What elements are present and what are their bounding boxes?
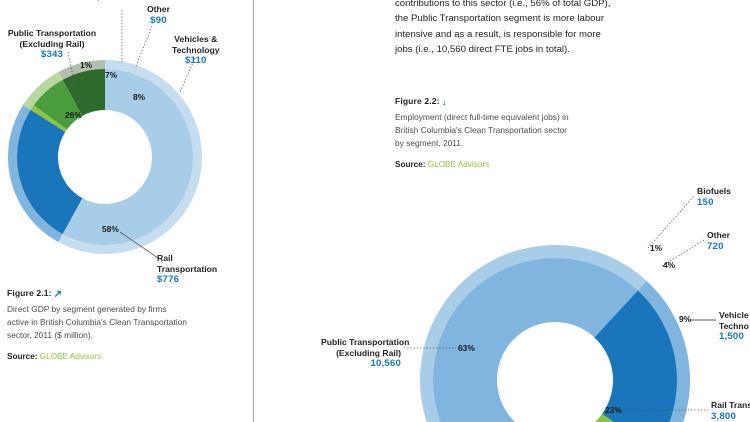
donut-slice	[594, 413, 614, 422]
callout-left-rail-label: Rail Transportation	[157, 253, 218, 274]
figure-2-1-caption: Figure 2.1: ↗ Direct GDP by segment gener…	[7, 288, 189, 362]
pct-left-biofuels: 1%	[80, 60, 93, 70]
callout-left-public-transportation: Public Transportation (Excluding Rail) $3…	[4, 28, 100, 61]
donut-halo-slice	[7, 105, 63, 243]
donut-slice	[433, 258, 638, 422]
figure-2-2-donut-chart	[420, 245, 691, 422]
figure-2-2-source: Source: GLOBE Advisors	[395, 159, 577, 170]
donut-slice	[30, 105, 67, 132]
callout-right-rail-label: Rail Transp	[711, 400, 750, 410]
callout-right-other: Other 720	[707, 230, 730, 252]
pct-left-vehicles: 8%	[133, 92, 146, 102]
callout-right-public-transportation: Public Transportation (Excluding Rail) 10…	[321, 337, 409, 370]
pct-right-biofuels: 1%	[650, 243, 663, 253]
figure-2-1-heading: Figure 2.1: ↗	[7, 288, 189, 300]
figure-2-2-description: Employment (direct full-time equivalent …	[395, 112, 569, 149]
callout-right-other-value: 720	[707, 240, 724, 252]
column-divider	[253, 0, 254, 422]
callout-left-other-value: $90	[150, 14, 167, 26]
figure-2-1-source-label: Source:	[7, 351, 38, 361]
body-paragraph: contributions to this sector (i.e., 56% …	[395, 0, 611, 56]
callout-right-biofuels-value: 150	[697, 196, 714, 208]
donut-right-group	[420, 245, 691, 422]
arrow-up-right-icon: ↗	[53, 289, 63, 300]
figure-2-1-source-value: GLOBE Advisors	[39, 351, 102, 361]
figure-2-2-source-label: Source:	[395, 159, 426, 169]
donut-slice	[594, 290, 677, 422]
pct-right-vehicles: 9%	[679, 314, 692, 324]
figure-2-2-source-value: GLOBE Advisors	[427, 159, 490, 169]
figure-2-1-description: Direct GDP by segment generated by firms…	[7, 304, 187, 341]
arrow-down-icon: ↓	[441, 97, 447, 108]
figure-2-1-source: Source: GLOBE Advisors	[7, 351, 189, 362]
callout-right-vehicles-value: 1,500	[719, 331, 745, 343]
callout-left-vehicles-value: $110	[184, 55, 207, 67]
pct-left-rail: 58%	[102, 224, 119, 234]
donut-halo-slice	[23, 99, 34, 110]
callout-left-vehicles-label: Vehicles & Technology	[172, 34, 220, 55]
donut-slice	[33, 79, 83, 130]
pct-left-public: 26%	[65, 110, 82, 120]
callout-left-rail-value: $776	[157, 274, 180, 286]
figure-2-1-donut-chart	[7, 60, 203, 255]
callout-right-other-label: Other	[707, 230, 730, 240]
figure-2-2-head-text: Figure 2.2:	[395, 96, 440, 106]
figure-2-1-head-text: Figure 2.1:	[7, 288, 52, 298]
callout-right-rail-transportation: Rail Transp 3,800	[711, 400, 750, 422]
donut-slice	[62, 69, 193, 245]
figure-2-2-caption: Figure 2.2: ↓ Employment (direct full-tim…	[395, 96, 577, 170]
callout-left-rail-transportation: Rail Transportation $776	[157, 253, 217, 286]
callout-right-vehicles: Vehicle Techno 1,500	[719, 310, 749, 343]
callout-right-public-value: 10,560	[370, 358, 401, 370]
pct-right-public: 63%	[458, 343, 475, 353]
callout-left-biofuels: $9	[96, 0, 107, 4]
callout-right-vehicles-label: Vehicle Techno	[719, 310, 749, 331]
donut-slice	[16, 109, 83, 235]
pct-right-other: 4%	[663, 260, 676, 270]
callout-right-rail-value: 3,800	[711, 410, 737, 422]
callout-left-public-label: Public Transportation (Excluding Rail)	[7, 28, 97, 49]
callout-left-public-value: $343	[40, 49, 64, 61]
callout-left-vehicles: Vehicles & Technology $110	[172, 34, 220, 67]
callout-left-other: Other $90	[147, 4, 170, 26]
figure-2-2-heading: Figure 2.2: ↓	[395, 96, 577, 108]
donut-halo-slice	[26, 71, 63, 106]
callout-left-other-label: Other	[147, 4, 170, 14]
callout-right-biofuels-label: Biofuels	[697, 186, 731, 196]
pct-left-other: 7%	[105, 70, 118, 80]
callout-right-public-label: Public Transportation (Excluding Rail)	[321, 337, 410, 358]
callout-right-biofuels: Biofuels 150	[697, 186, 731, 208]
callout-left-biofuels-value: $9	[96, 0, 107, 4]
donut-left-group	[7, 60, 203, 255]
pct-right-rail: 23%	[605, 405, 622, 415]
donut-halo-slice	[637, 280, 691, 422]
